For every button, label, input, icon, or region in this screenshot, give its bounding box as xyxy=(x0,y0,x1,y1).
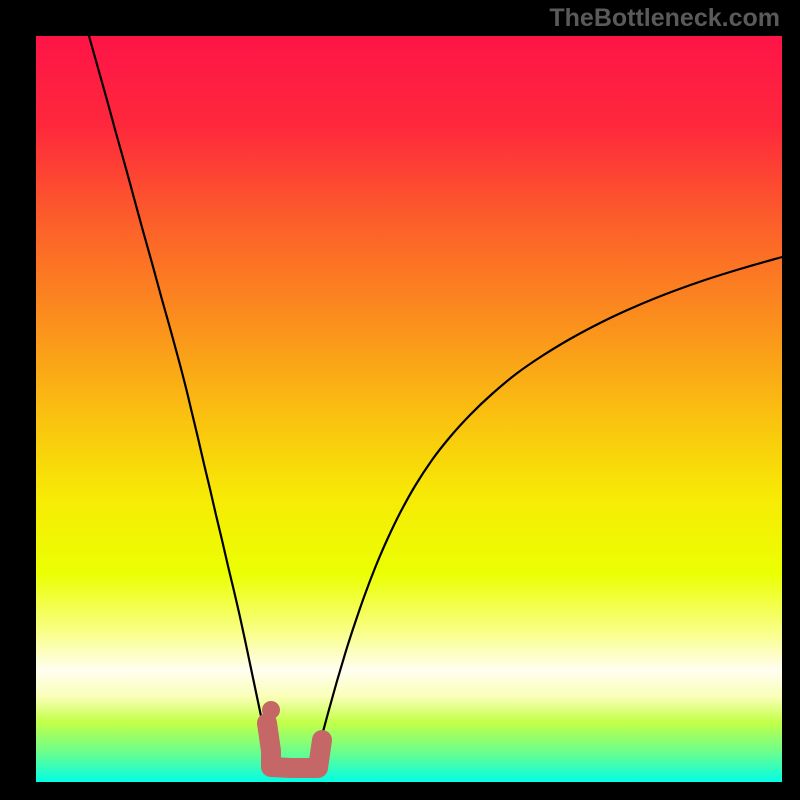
chart-root: TheBottleneck.com xyxy=(0,0,800,800)
watermark-label: TheBottleneck.com xyxy=(549,4,780,33)
gradient-panel xyxy=(36,36,782,782)
